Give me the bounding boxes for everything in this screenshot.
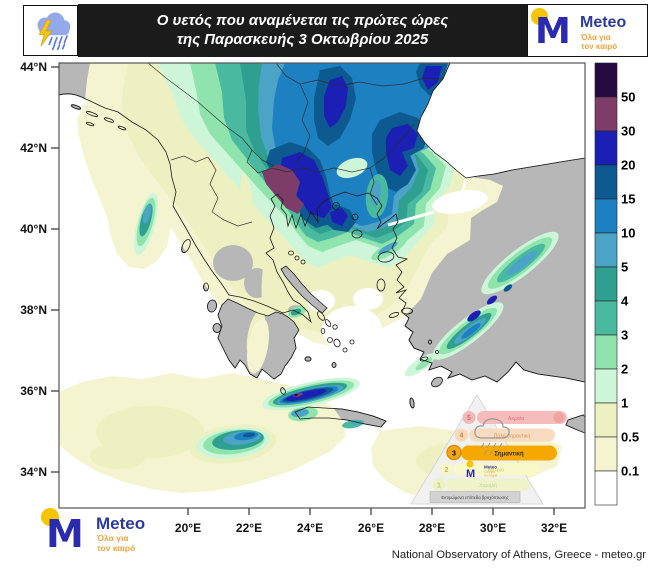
sea-masks xyxy=(307,63,585,354)
meteo-footer-logo-tagline: Όλα για τον καιρό xyxy=(97,533,136,553)
legend-label-4: 4 xyxy=(621,294,629,309)
meteo-logo-tagline: Όλα για τον καιρό xyxy=(581,33,618,52)
legend-swatch xyxy=(594,130,618,166)
map-frame xyxy=(58,62,586,509)
hazard-level-3-circle-active xyxy=(446,444,462,461)
rain-cloud-icon xyxy=(474,418,510,439)
legend-swatch xyxy=(594,164,618,200)
legend-label-1: 1 xyxy=(621,396,628,411)
legend-label-30: 30 xyxy=(621,124,635,139)
hazard-num-5: 5 xyxy=(467,415,471,422)
storm-icon-box xyxy=(23,5,78,56)
meteo-footer-logo: M Meteo Όλα για τον καιρό xyxy=(38,506,148,566)
hazard-label-2: Μέτρια xyxy=(488,467,504,474)
meteo-logo-dot xyxy=(531,8,548,25)
legend-swatch xyxy=(594,470,618,506)
x-axis: 20°E 22°E 24°E 26°E 28°E 30°E 32°E xyxy=(175,508,567,535)
legend-swatch xyxy=(594,62,618,98)
hazard-badge-icon xyxy=(553,412,565,423)
legend-label-15: 15 xyxy=(621,192,635,207)
x-tick-28e: 28°E xyxy=(419,521,445,535)
hazard-num-3: 3 xyxy=(452,448,456,457)
rain-streaks xyxy=(133,174,559,464)
legend-label-2: 2 xyxy=(621,362,628,377)
hazard-label-3: Σημαντική xyxy=(494,452,524,458)
pyramid-caption: Εκτιμώμενα επίπεδα βροχόπτωσης xyxy=(441,495,508,500)
x-tick-24e: 24°E xyxy=(297,521,323,535)
y-tick-40n: 40°N xyxy=(20,222,47,236)
legend-label-10: 10 xyxy=(621,226,635,241)
legend-swatch xyxy=(594,402,618,438)
legend-swatch xyxy=(594,232,618,268)
meteo-logo: M Meteo Όλα για τον καιρό xyxy=(528,5,647,55)
pyramid-logo-name: Meteo xyxy=(484,465,497,470)
meteo-logo-name: Meteo xyxy=(580,14,627,31)
hazard-pill-2 xyxy=(454,463,539,476)
credit-text: National Observatory of Athens, Greece -… xyxy=(391,549,646,561)
x-tick-20e: 20°E xyxy=(175,521,201,535)
hazard-level-4-circle xyxy=(455,428,468,442)
legend-label-20: 20 xyxy=(621,158,635,173)
y-tick-38n: 38°N xyxy=(20,303,47,317)
map-title-line2: της Παρασκευής 3 Οκτωβρίου 2025 xyxy=(176,31,429,48)
rain-drops-icon xyxy=(480,442,503,456)
hazard-num-1: 1 xyxy=(437,482,441,489)
hazard-pill-3-active xyxy=(461,445,557,461)
title-bar: Ο υετός που αναμένεται τις πρώτες ώρες τ… xyxy=(78,4,527,57)
legend-swatch xyxy=(594,198,618,234)
y-tick-36n: 36°N xyxy=(20,384,47,398)
meteo-logo-m: M xyxy=(535,11,571,52)
legend: 50 30 20 15 10 5 4 3 2 1 0.5 0.1 xyxy=(594,62,639,506)
hazard-num-4: 4 xyxy=(460,433,464,440)
y-tick-34n: 34°N xyxy=(20,465,47,479)
pyramid-logo-m: M xyxy=(466,468,475,480)
hazard-level-5-circle xyxy=(462,411,476,424)
legend-swatch xyxy=(594,266,618,302)
legend-label-01: 0.1 xyxy=(621,464,639,479)
map-title-line1: Ο υετός που αναμένεται τις πρώτες ώρες xyxy=(156,11,449,29)
pyramid-logo-dot xyxy=(466,460,474,468)
legend-label-3: 3 xyxy=(621,328,628,343)
hazard-label-4: Πολύ σημαντική xyxy=(494,433,531,440)
x-tick-32e: 32°E xyxy=(541,521,567,535)
pyramid-logo-tag1: Όλα για xyxy=(483,470,495,474)
y-tick-44n: 44°N xyxy=(20,60,47,74)
hazard-pill-1 xyxy=(446,478,530,491)
meteo-footer-logo-m: M xyxy=(46,512,84,556)
x-tick-26e: 26°E xyxy=(358,521,384,535)
legend-label-05: 0.5 xyxy=(621,430,639,445)
x-tick-30e: 30°E xyxy=(480,521,506,535)
y-axis: 44°N 42°N 40°N 38°N 36°N 34°N xyxy=(20,60,59,479)
borders-layer xyxy=(147,63,444,227)
hazard-pyramid: Ακραία Πολύ σημαντική Σημαντική Μέτρια Χ… xyxy=(410,394,567,505)
x-tick-22e: 22°E xyxy=(236,521,262,535)
legend-label-50: 50 xyxy=(621,90,635,105)
meteo-logo-box: M Meteo Όλα για τον καιρό xyxy=(527,4,648,57)
legend-label-5: 5 xyxy=(621,260,628,275)
meteo-footer-logo-name: Meteo xyxy=(96,514,146,533)
hazard-num-2: 2 xyxy=(445,467,449,474)
pyramid-logo-tag2: τον καιρό xyxy=(484,473,497,477)
legend-swatch xyxy=(594,368,618,404)
y-tick-42n: 42°N xyxy=(20,141,47,155)
meteo-footer-logo-dot xyxy=(41,508,59,526)
legend-swatch xyxy=(594,436,618,472)
legend-swatch xyxy=(594,96,618,132)
legend-swatch xyxy=(594,334,618,370)
hazard-level-1-circle xyxy=(432,478,446,492)
hazard-label-1: Χαμηλή xyxy=(479,482,497,489)
sea-of-marmara xyxy=(432,190,488,214)
black-sea xyxy=(417,63,585,178)
hazard-label-5: Ακραία xyxy=(508,416,524,422)
thunderstorm-icon xyxy=(37,12,70,50)
hazard-level-2-circle xyxy=(440,462,453,476)
pyramid-caption-bar xyxy=(429,491,521,503)
legend-swatch xyxy=(594,300,618,336)
